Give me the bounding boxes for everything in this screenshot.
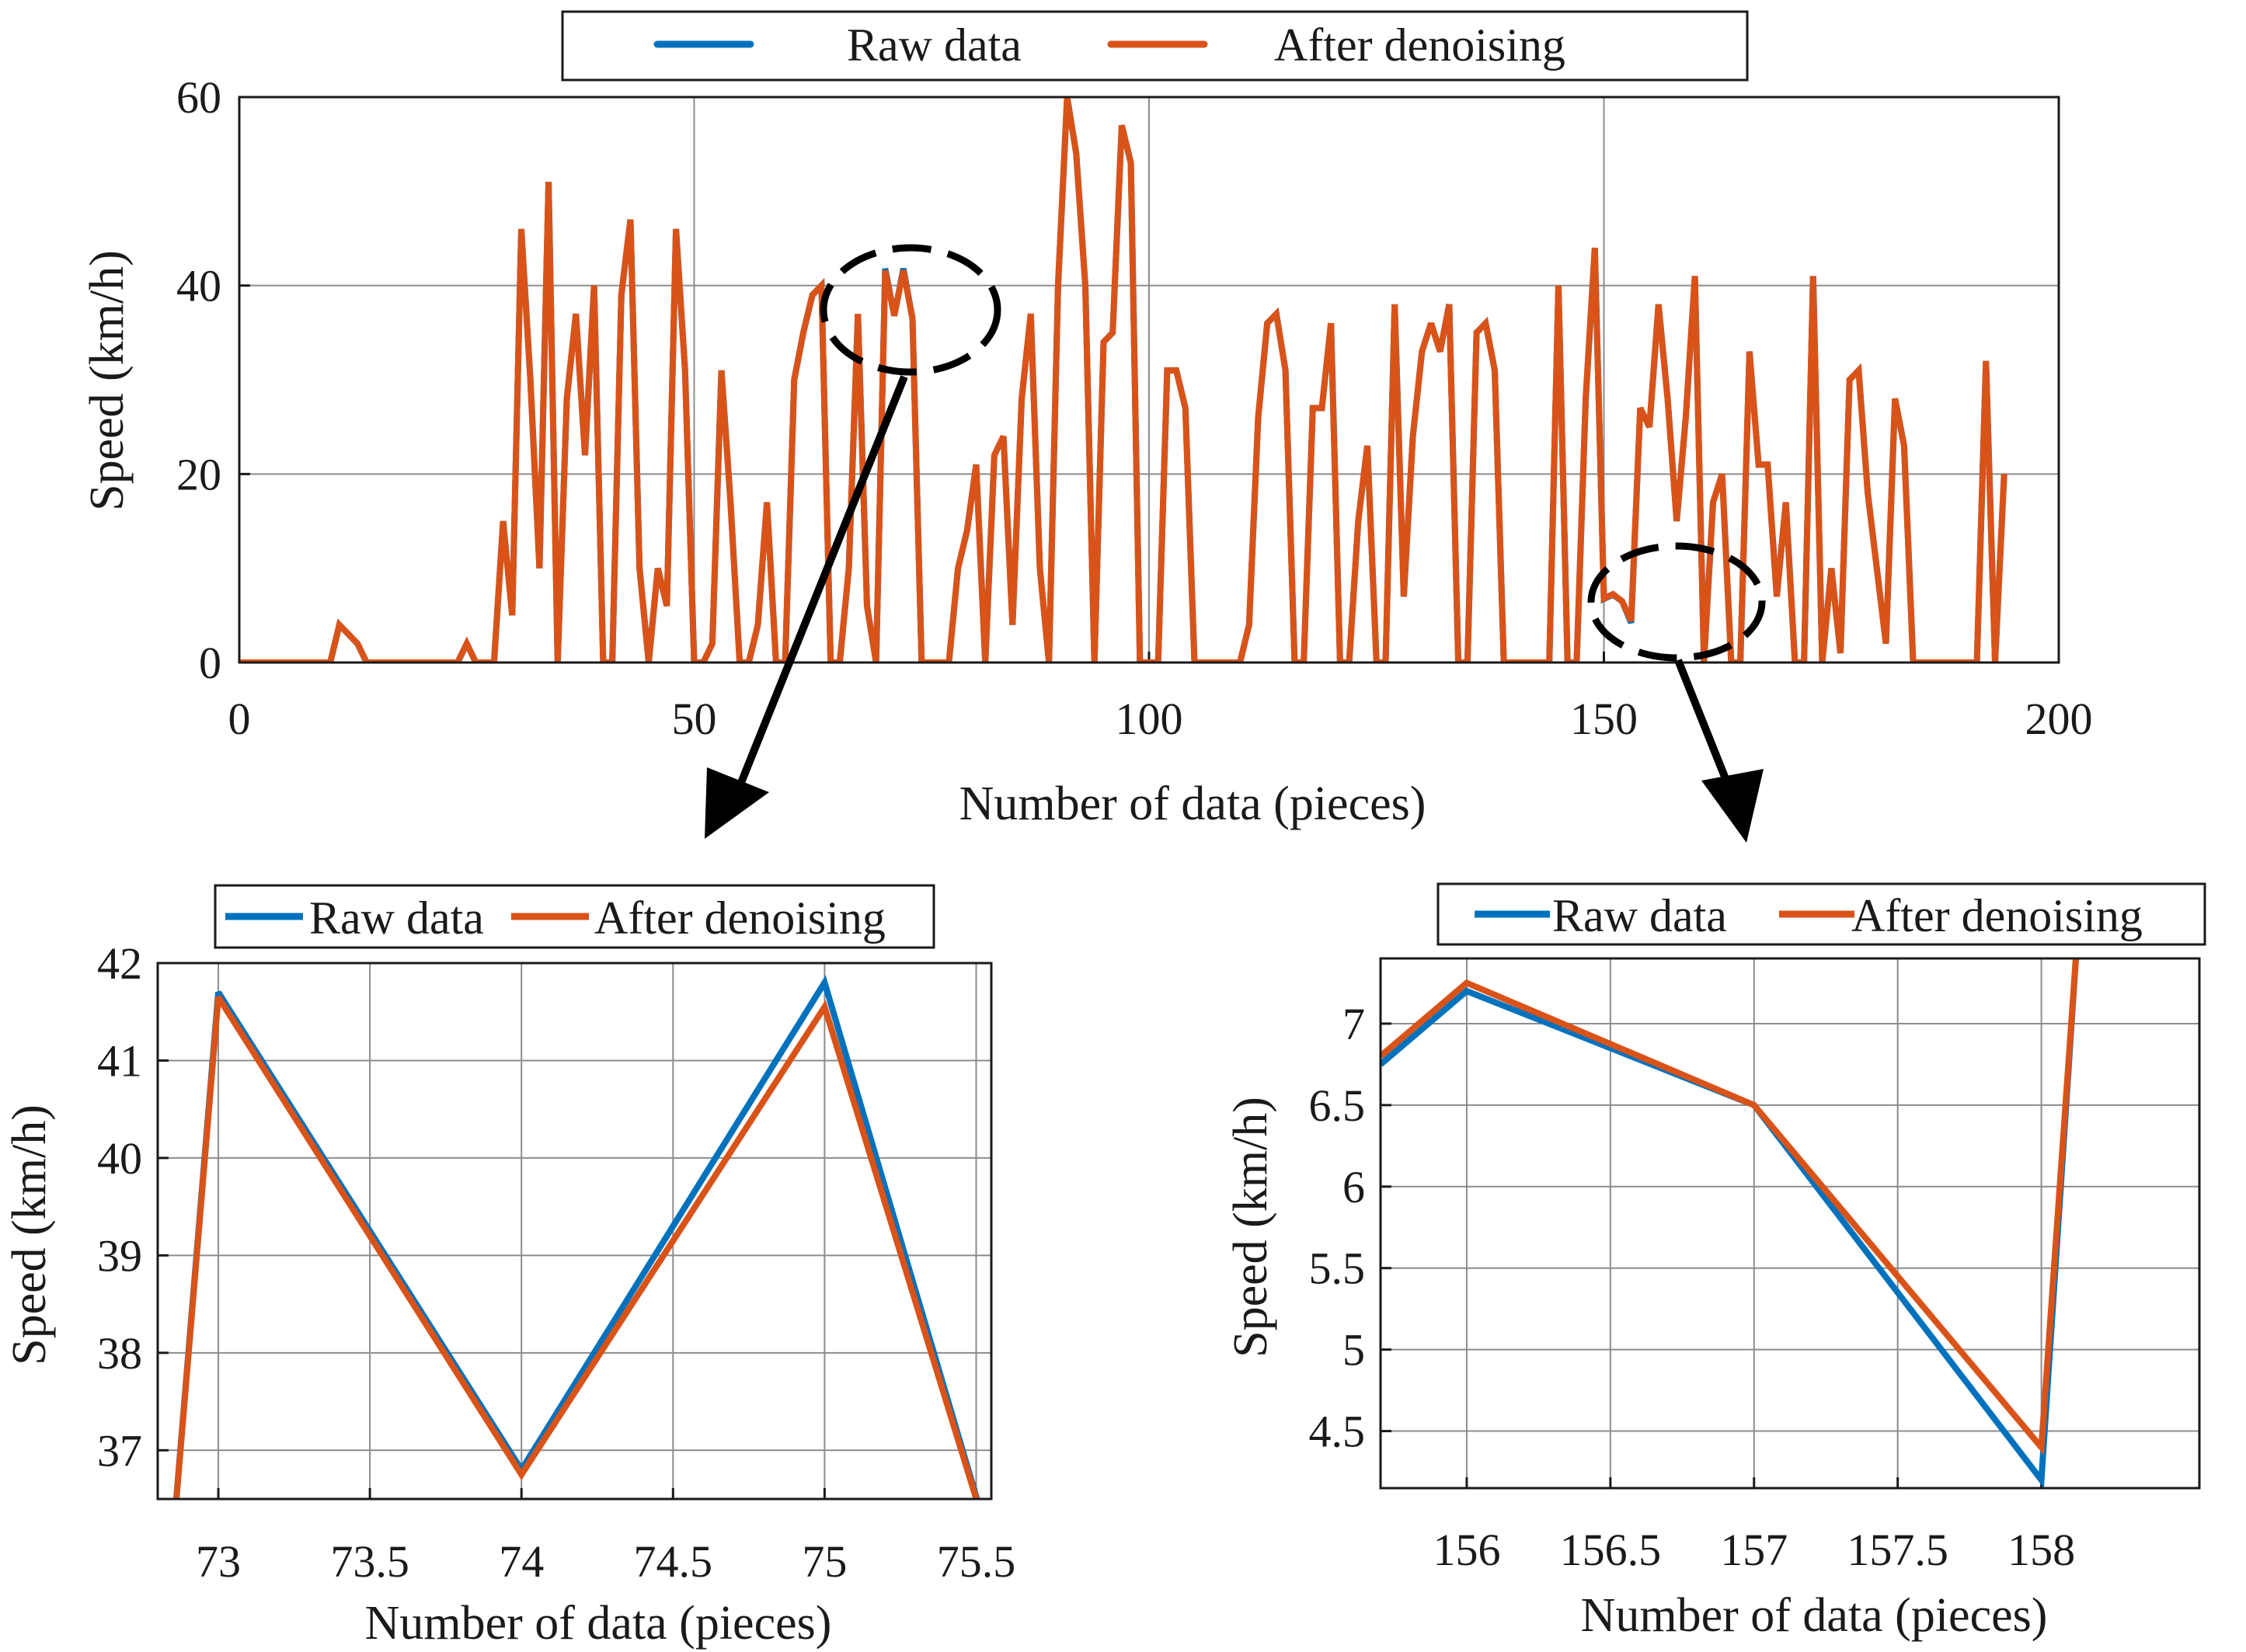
y-tick-label: 40	[176, 261, 221, 311]
y-tick-label: 5	[1342, 1325, 1365, 1376]
zoom-right-chart: 156 156.5 157 157.5 158 4.5 5 5.5 6 6.5 7 Number o…	[1224, 882, 2206, 1642]
x-tick-label: 156	[1433, 1525, 1500, 1575]
x-tick-label: 74.5	[634, 1536, 713, 1587]
zoom-right-legend-denoised-label: After denoising	[1851, 890, 2143, 941]
y-tick-label: 42	[97, 938, 142, 989]
zoom-right-tick-labels: 156 156.5 157 157.5 158 4.5 5 5.5 6 6.5 7	[1309, 999, 2076, 1575]
callout-ellipse-left	[820, 244, 1001, 376]
x-tick-label: 73.5	[330, 1536, 409, 1587]
main-tick-labels: 0 50 100 150 200 0 20 40 60	[176, 72, 2093, 744]
callout-arrow-right-head	[1701, 769, 1764, 843]
x-tick-label: 200	[2025, 694, 2093, 744]
y-tick-label: 39	[97, 1230, 142, 1281]
main-legend-raw-label: Raw data	[847, 19, 1022, 71]
x-tick-label: 100	[1116, 694, 1183, 744]
y-tick-label: 38	[97, 1328, 142, 1379]
y-tick-label: 6.5	[1309, 1080, 1366, 1131]
main-x-axis-label: Number of data (pieces)	[959, 777, 1426, 830]
zoom-left-axes-box	[156, 962, 993, 1501]
x-tick-label: 157	[1720, 1525, 1788, 1575]
y-tick-label: 0	[199, 638, 221, 688]
y-tick-label: 5.5	[1309, 1243, 1366, 1294]
x-tick-label: 156.5	[1560, 1525, 1662, 1575]
x-tick-label: 50	[672, 694, 717, 744]
main-axes-box	[238, 96, 2060, 664]
main-legend: Raw data After denoising	[561, 10, 1749, 82]
y-tick-label: 41	[97, 1035, 142, 1086]
zoom-left-chart: 73 73.5 74 74.5 75 75.5 37 38 39 40 41 42 Number of…	[3, 884, 1015, 1650]
y-tick-label: 20	[176, 449, 221, 499]
y-tick-label: 4.5	[1309, 1407, 1366, 1457]
x-tick-label: 157.5	[1847, 1525, 1948, 1575]
y-tick-label: 6	[1342, 1162, 1365, 1212]
main-y-axis-label: Speed (km/h)	[81, 250, 134, 511]
callout-arrow-left-shaft	[730, 375, 908, 802]
y-tick-label: 7	[1342, 999, 1365, 1049]
zoom-left-x-axis-label: Number of data (pieces)	[365, 1597, 832, 1650]
y-tick-label: 37	[97, 1425, 142, 1476]
zoom-left-series	[172, 975, 980, 1499]
zoom-right-x-axis-label: Number of data (pieces)	[1581, 1589, 2048, 1642]
zoom-right-legend: Raw data After denoising	[1436, 882, 2206, 946]
zoom-right-series	[1381, 958, 2080, 1488]
x-tick-label: 0	[228, 694, 251, 744]
x-tick-label: 75.5	[937, 1536, 1016, 1587]
zoom-right-axes-box	[1379, 957, 2201, 1490]
zoom-right-series-after-denoising	[1381, 958, 2080, 1455]
main-series	[239, 97, 2007, 663]
zoom-right-y-axis-label: Speed (km/h)	[1224, 1097, 1277, 1358]
zoom-callouts	[705, 244, 1766, 843]
callout-arrow-right-shaft	[1674, 659, 1735, 794]
main-chart: 0 50 100 150 200 0 20 40 60 Number of data (piec…	[81, 10, 2093, 830]
y-tick-label: 40	[97, 1133, 142, 1184]
zoom-left-plot-area	[158, 963, 991, 1499]
x-tick-label: 75	[802, 1536, 847, 1587]
x-tick-label: 158	[2007, 1525, 2075, 1575]
zoom-left-tick-labels: 73 73.5 74 74.5 75 75.5 37 38 39 40 41 42	[97, 938, 1015, 1587]
y-tick-label: 60	[176, 72, 221, 123]
zoom-left-series-after-denoising	[173, 995, 980, 1499]
callout-arrow-left-head	[705, 767, 769, 839]
zoom-left-legend: Raw data After denoising	[214, 884, 935, 949]
zoom-right-plot-area	[1381, 958, 2199, 1488]
zoom-right-series-raw-data	[1381, 958, 2080, 1488]
x-tick-label: 150	[1570, 694, 1638, 744]
x-tick-label: 73	[196, 1536, 241, 1587]
zoom-left-legend-raw-label: Raw data	[309, 892, 484, 944]
zoom-left-legend-denoised-label: After denoising	[594, 892, 886, 944]
callout-ellipse-right	[1587, 542, 1766, 662]
zoom-right-legend-raw-label: Raw data	[1552, 890, 1727, 941]
main-legend-denoised-label: After denoising	[1274, 19, 1565, 71]
x-tick-label: 74	[499, 1536, 544, 1587]
main-series-after-denoising	[239, 97, 2007, 663]
zoom-left-y-axis-label: Speed (km/h)	[3, 1104, 56, 1365]
